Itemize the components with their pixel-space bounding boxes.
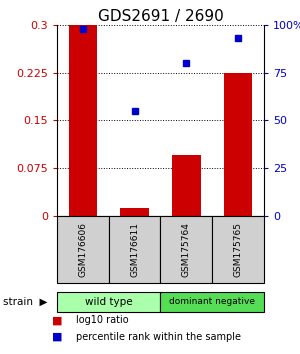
Bar <box>224 73 252 216</box>
Title: GDS2691 / 2690: GDS2691 / 2690 <box>98 8 224 24</box>
Bar <box>212 216 264 283</box>
Text: GSM176611: GSM176611 <box>130 222 139 277</box>
Bar <box>69 25 97 216</box>
Bar <box>57 216 109 283</box>
Text: ■: ■ <box>52 332 62 342</box>
Text: ■: ■ <box>52 315 62 325</box>
Text: strain  ▶: strain ▶ <box>3 297 47 307</box>
Text: GSM176606: GSM176606 <box>78 222 87 277</box>
Bar <box>120 208 149 216</box>
Text: dominant negative: dominant negative <box>169 297 255 306</box>
Bar <box>160 292 264 312</box>
Bar <box>172 155 201 216</box>
Text: GSM175764: GSM175764 <box>182 222 191 277</box>
Bar <box>57 292 160 312</box>
Text: wild type: wild type <box>85 297 133 307</box>
Bar <box>109 216 160 283</box>
Text: log10 ratio: log10 ratio <box>76 315 129 325</box>
Text: percentile rank within the sample: percentile rank within the sample <box>76 332 242 342</box>
Text: GSM175765: GSM175765 <box>234 222 243 277</box>
Bar <box>160 216 212 283</box>
